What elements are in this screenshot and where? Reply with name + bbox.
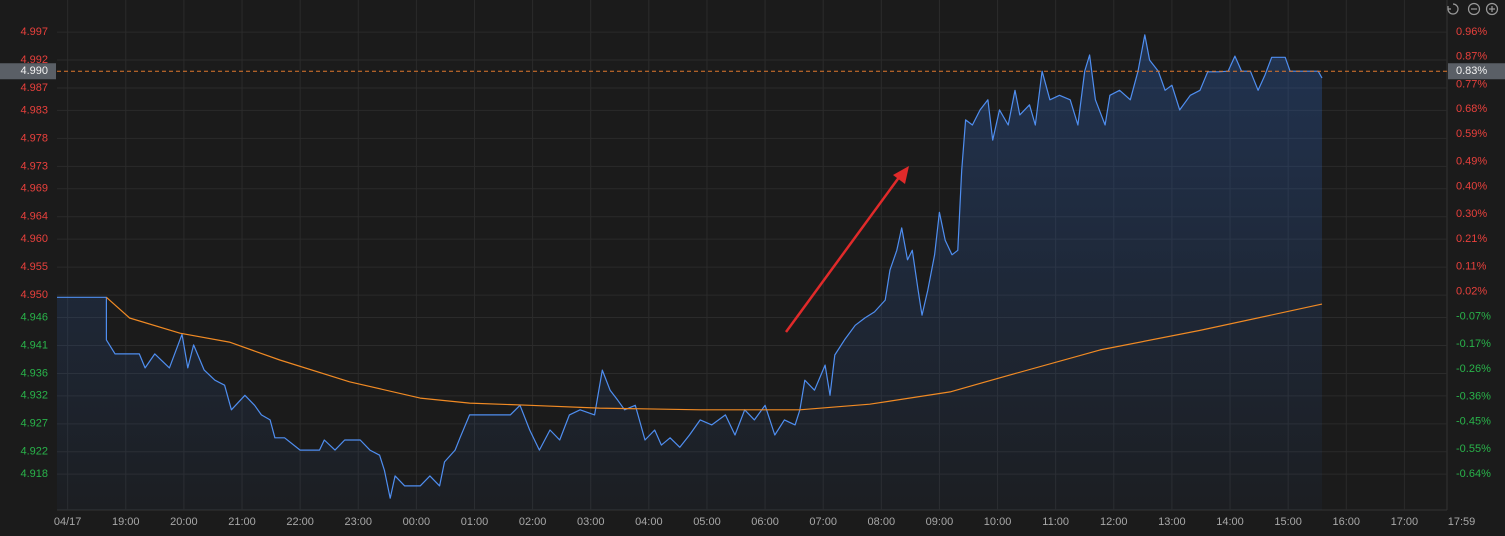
y2-tick-label: -0.45% bbox=[1456, 415, 1491, 427]
y2-tick-label: -0.36% bbox=[1456, 391, 1491, 403]
x-tick-label: 22:00 bbox=[286, 516, 314, 528]
y-tick-label: 4.973 bbox=[20, 160, 48, 172]
label-layer: 04/17 19:00 20:00 21:00 22:00 23:00 00:00 01:00… bbox=[0, 26, 1505, 528]
zoom-in-icon bbox=[1489, 6, 1495, 12]
y-tick-label: 4.932 bbox=[20, 390, 48, 402]
y-tick-label: 4.946 bbox=[20, 311, 48, 323]
y2-tick-label: -0.26% bbox=[1456, 363, 1491, 375]
x-tick-label: 06:00 bbox=[751, 516, 779, 528]
last-price-box bbox=[0, 63, 56, 80]
y2-tick-label: 0.40% bbox=[1456, 181, 1487, 193]
x-tick-label: 17:59 bbox=[1448, 516, 1476, 528]
y2-tick-label: -0.55% bbox=[1456, 443, 1491, 455]
y-tick-label: 4.983 bbox=[20, 104, 48, 116]
y-tick-label: 4.950 bbox=[20, 289, 48, 301]
y-tick-label: 4.992 bbox=[20, 54, 48, 66]
x-tick-label: 05:00 bbox=[693, 516, 721, 528]
y-tick-label: 4.960 bbox=[20, 233, 48, 245]
x-tick-label: 09:00 bbox=[926, 516, 954, 528]
y2-tick-label: 0.96% bbox=[1456, 26, 1487, 38]
y2-tick-label: 0.87% bbox=[1456, 51, 1487, 63]
y2-tick-label: 0.59% bbox=[1456, 128, 1487, 140]
trend-arrow bbox=[784, 166, 909, 333]
data-layer bbox=[57, 34, 1447, 511]
y-tick-label: 4.955 bbox=[20, 261, 48, 273]
last-change-label: 0.83% bbox=[1456, 65, 1487, 77]
y2-tick-label: 0.77% bbox=[1456, 78, 1487, 90]
x-tick-label: 11:00 bbox=[1042, 516, 1069, 528]
x-tick-label: 20:00 bbox=[170, 516, 198, 528]
y-tick-label: 4.918 bbox=[20, 468, 48, 480]
x-tick-label: 02:00 bbox=[519, 516, 547, 528]
arrow-head bbox=[893, 166, 909, 184]
y-tick-label: 4.922 bbox=[20, 446, 48, 458]
x-tick-label: 03:00 bbox=[577, 516, 605, 528]
y-tick-label: 4.927 bbox=[20, 418, 48, 430]
y2-tick-label: 0.68% bbox=[1456, 103, 1487, 115]
x-tick-label: 15:00 bbox=[1274, 516, 1302, 528]
y-tick-label: 4.969 bbox=[20, 183, 48, 195]
x-tick-label: 19:00 bbox=[112, 516, 140, 528]
arrow-shaft bbox=[784, 175, 902, 333]
y-tick-label: 4.936 bbox=[20, 367, 48, 379]
x-tick-label: 16:00 bbox=[1332, 516, 1360, 528]
price-area bbox=[57, 34, 1322, 511]
reset-button[interactable] bbox=[1447, 3, 1459, 15]
x-tick-label: 00:00 bbox=[403, 516, 431, 528]
average-line bbox=[106, 296, 1323, 411]
x-tick-label: 04:00 bbox=[635, 516, 663, 528]
x-tick-label: 08:00 bbox=[868, 516, 896, 528]
y2-tick-label: 0.11% bbox=[1456, 261, 1487, 273]
x-tick-label: 07:00 bbox=[809, 516, 837, 528]
price-line bbox=[57, 34, 1323, 499]
x-tick-label: 04/17 bbox=[54, 516, 82, 528]
x-tick-label: 17:00 bbox=[1391, 516, 1419, 528]
y2-tick-label: -0.17% bbox=[1456, 338, 1491, 350]
x-tick-label: 23:00 bbox=[344, 516, 372, 528]
zoom-in-button[interactable] bbox=[1485, 2, 1499, 16]
x-tick-label: 01:00 bbox=[461, 516, 489, 528]
last-change-box bbox=[1448, 63, 1505, 80]
x-tick-label: 13:00 bbox=[1158, 516, 1186, 528]
y2-tick-label: 0.21% bbox=[1456, 233, 1487, 245]
y-tick-label: 4.987 bbox=[20, 82, 48, 94]
x-tick-label: 12:00 bbox=[1100, 516, 1128, 528]
y-tick-label: 4.997 bbox=[20, 26, 48, 38]
y-tick-label: 4.978 bbox=[20, 132, 48, 144]
y2-tick-label: -0.64% bbox=[1456, 468, 1491, 480]
x-tick-label: 21:00 bbox=[228, 516, 256, 528]
toolbar bbox=[1447, 2, 1499, 16]
y-tick-label: 4.964 bbox=[20, 211, 48, 223]
x-tick-label: 14:00 bbox=[1216, 516, 1244, 528]
y2-tick-label: 0.49% bbox=[1456, 156, 1487, 168]
y2-tick-label: -0.07% bbox=[1456, 310, 1491, 322]
y2-tick-label: 0.30% bbox=[1456, 208, 1487, 220]
last-price-label: 4.990 bbox=[20, 65, 48, 77]
x-tick-label: 10:00 bbox=[984, 516, 1012, 528]
y2-tick-label: 0.02% bbox=[1456, 286, 1487, 298]
y-tick-label: 4.941 bbox=[20, 339, 48, 351]
zoom-out-button[interactable] bbox=[1467, 2, 1481, 16]
